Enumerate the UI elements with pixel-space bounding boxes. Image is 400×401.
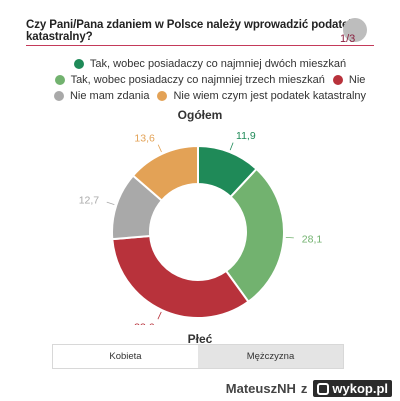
wykop-logo-icon (317, 382, 330, 395)
donut-slice (224, 167, 285, 304)
slice-value-label: 33,6 (134, 321, 155, 325)
label-leader-line (106, 201, 115, 206)
legend-dot (73, 59, 84, 69)
watermark-joiner: z (300, 381, 308, 396)
wykop-logo: wykop.pl (313, 380, 392, 397)
watermark-user: MateuszNH (225, 381, 296, 396)
legend-dot (157, 91, 168, 101)
legend-row-3: Nie mam zdania Nie wiem czym jest podate… (40, 88, 380, 104)
donut-chart: 11,9 28,1 33,6 12,7 13,6 (79, 130, 323, 325)
tab-mezczyzna[interactable]: Mężczyzna (198, 345, 343, 368)
slice-value-label: 13,6 (134, 132, 155, 144)
label-leader-line (157, 311, 162, 320)
chart-question-title: Czy Pani/Pana zdaniem w Polsce należy wp… (26, 19, 355, 43)
legend-row-2: Tak, wobec posiadaczy co najmniej trzech… (40, 72, 380, 88)
legend-label: Nie (348, 74, 366, 86)
legend: Tak, wobec posiadaczy co najmniej dwóch … (40, 56, 380, 104)
legend-item: Nie (332, 72, 366, 88)
slice-value-label: 12,7 (79, 195, 100, 207)
legend-item: Nie mam zdania (53, 88, 150, 104)
page-counter: 1/3 (340, 33, 356, 45)
legend-label: Nie mam zdania (69, 90, 150, 102)
watermark-text: MateuszNH z wykop.pl (226, 380, 392, 397)
legend-dot (53, 91, 64, 101)
section-title: Płeć (187, 332, 213, 346)
slice-value-label: 11,9 (236, 130, 256, 142)
legend-item: Nie wiem czym jest podatek katastralny (157, 88, 366, 104)
legend-row-1: Tak, wobec posiadaczy co najmniej dwóch … (40, 56, 380, 72)
slice-value-label: 28,1 (302, 233, 323, 245)
label-leader-line (229, 142, 234, 151)
header-divider (26, 45, 374, 46)
watermark-footer: MateuszNH z wykop.pl (0, 374, 400, 401)
legend-dot (332, 75, 343, 85)
legend-label: Nie wiem czym jest podatek katastralny (173, 90, 367, 102)
donut-slice (131, 144, 199, 202)
legend-dot (54, 75, 65, 85)
chart-title: Ogółem (177, 108, 223, 122)
legend-label: Tak, wobec posiadaczy co najmniej dwóch … (89, 58, 347, 70)
legend-item: Tak, wobec posiadaczy co najmniej trzech… (54, 72, 325, 88)
gender-tabs: Kobieta Mężczyzna (52, 344, 344, 369)
watermark-site: wykop.pl (332, 381, 388, 396)
legend-label: Tak, wobec posiadaczy co najmniej trzech… (70, 74, 325, 86)
tab-kobieta[interactable]: Kobieta (53, 345, 198, 368)
pager-button[interactable] (343, 18, 367, 42)
donut-slice (111, 234, 250, 319)
label-leader-line (157, 144, 162, 153)
legend-item: Tak, wobec posiadaczy co najmniej dwóch … (73, 56, 347, 72)
